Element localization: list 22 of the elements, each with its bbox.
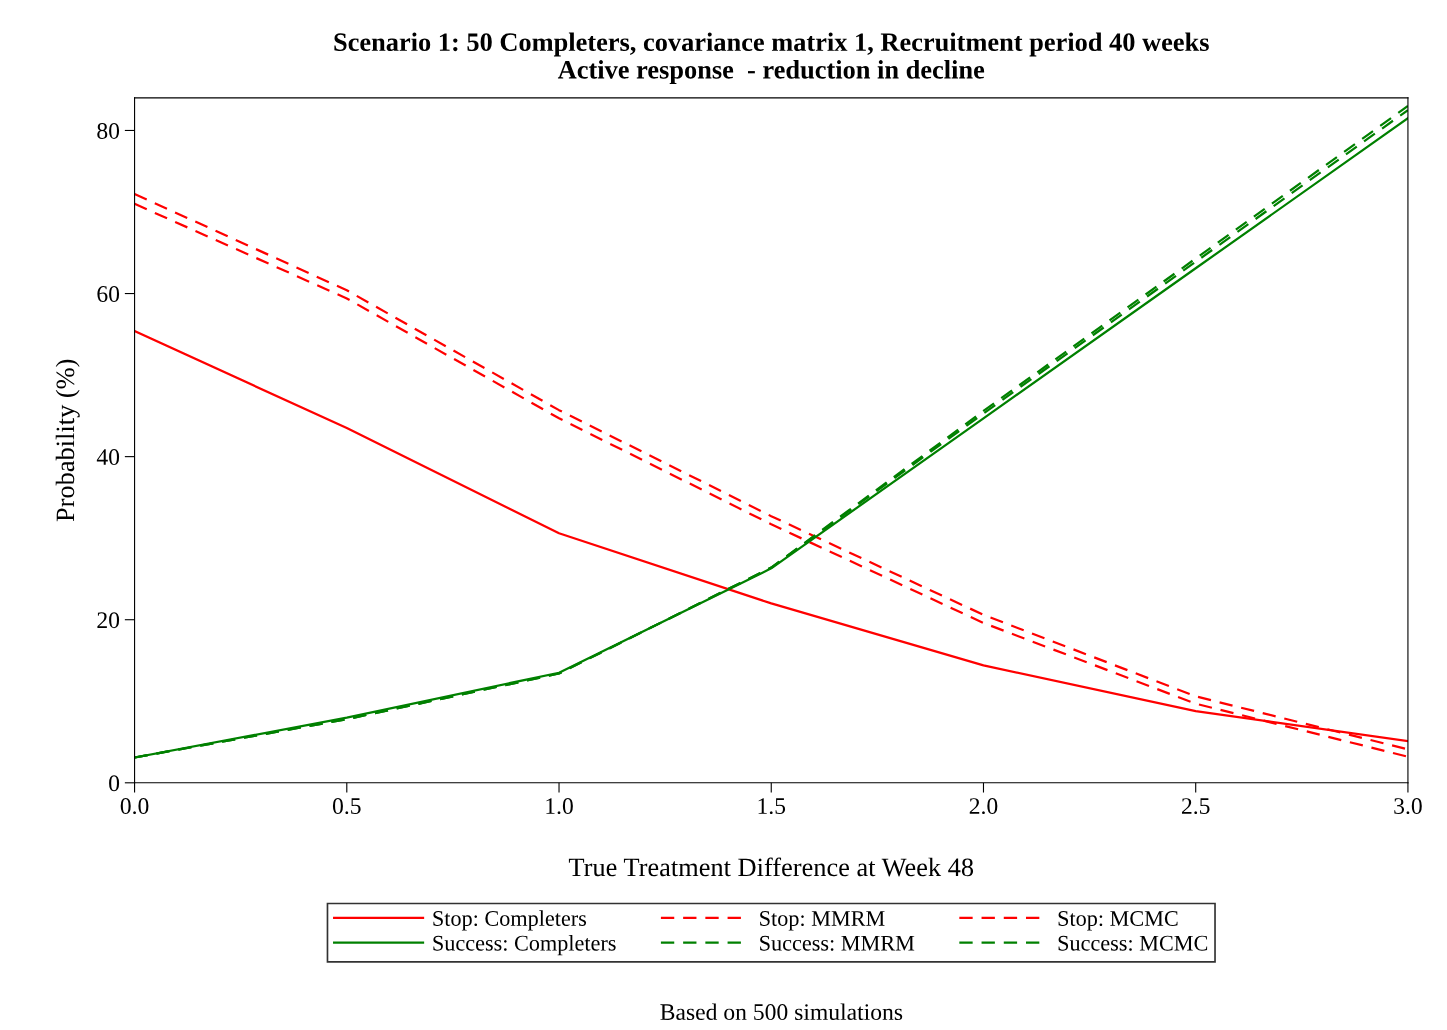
x-tick-label: 1.0 (546, 798, 573, 815)
x-tick-label: 2.0 (969, 798, 998, 815)
x-tick-label: 0.0 (120, 798, 149, 815)
legend-label: Stop: MCMC (1058, 911, 1178, 931)
y-tick-label: 20 (97, 612, 120, 629)
legend-label: Success: MMRM (760, 935, 915, 951)
x-tick-label: 2.5 (1181, 798, 1210, 815)
y-tick-label: 0 (109, 775, 120, 792)
x-tick-label: 0.5 (332, 798, 361, 815)
y-tick-label: 60 (97, 286, 120, 302)
x-axis-title: True Treatment Difference at Week 48 (568, 857, 974, 877)
y-tick-label: 80 (97, 122, 120, 139)
text: Based on 500 simulations (660, 1003, 903, 1021)
x-tick-label: 3.0 (1394, 798, 1422, 815)
chart-title: Scenario 1: 50 Completers, covariance matrix 1, Recruitment period 40 weeks Active response - reduction in decline (334, 32, 1209, 85)
x-tick-label: 1.5 (758, 798, 786, 815)
y-axis-title: Probability (%) (55, 359, 80, 522)
y-tick-label: 40 (96, 449, 120, 466)
legend-label: Success: Completers (433, 935, 616, 956)
legend-label: Success: MCMC (1058, 935, 1208, 951)
legend-label: Stop: Completers (433, 910, 587, 931)
legend-label: Stop: MMRM (760, 911, 885, 931)
